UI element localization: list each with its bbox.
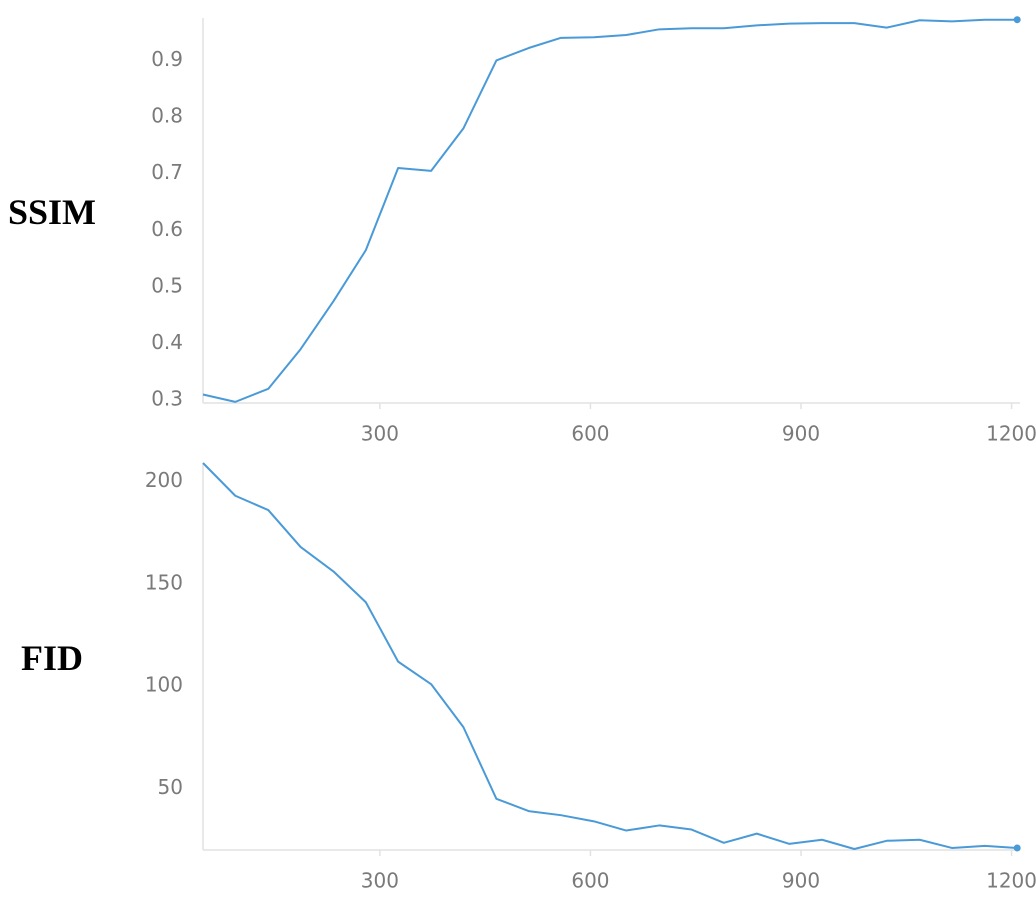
x-tick-label: 1200	[986, 869, 1036, 893]
x-tick-label: 300	[361, 869, 399, 893]
y-tick-label: 0.9	[151, 47, 183, 71]
y-tick-label: 0.3	[151, 387, 183, 411]
y-tick-label: 50	[158, 775, 183, 799]
end-marker	[1013, 16, 1021, 24]
data-line	[202, 18, 1018, 403]
y-axis-label: FID	[21, 638, 83, 678]
x-tick-label: 600	[571, 422, 609, 446]
y-tick-label: 0.5	[151, 273, 183, 297]
y-tick-label: 0.6	[151, 217, 183, 241]
data-line	[202, 462, 1018, 850]
y-tick-label: 0.4	[151, 330, 183, 354]
y-tick-label: 100	[145, 673, 183, 697]
y-tick-label: 0.7	[151, 160, 183, 184]
x-tick-label: 300	[361, 422, 399, 446]
y-tick-label: 150	[145, 570, 183, 594]
x-tick-label: 900	[782, 422, 820, 446]
y-axis-label: SSIM	[8, 192, 96, 232]
end-marker	[1013, 844, 1021, 852]
x-tick-label: 1200	[986, 422, 1036, 446]
y-tick-label: 0.8	[151, 104, 183, 128]
x-tick-label: 600	[571, 869, 609, 893]
x-tick-label: 900	[782, 869, 820, 893]
y-tick-label: 200	[145, 468, 183, 492]
